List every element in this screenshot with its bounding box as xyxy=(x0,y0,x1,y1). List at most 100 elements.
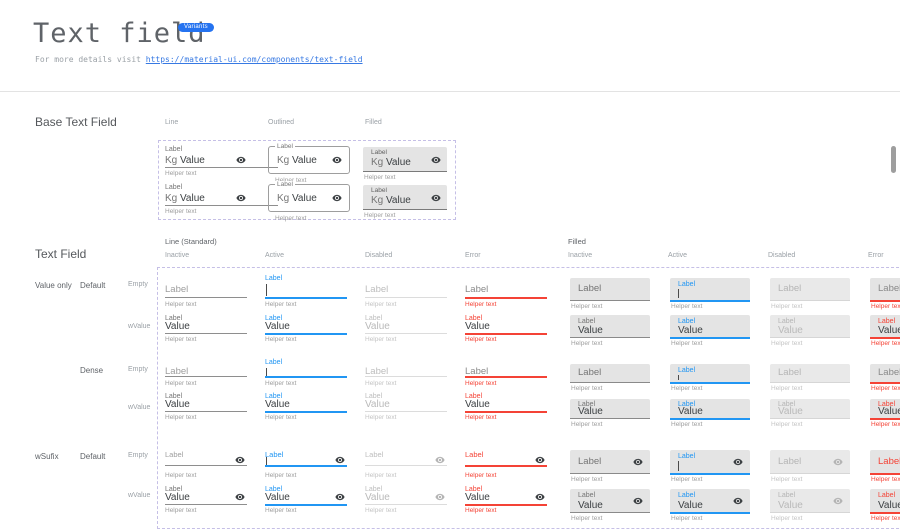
line-field-error-wsufix-empty[interactable]: Label Helper text xyxy=(465,443,547,483)
field-prefix: Kg xyxy=(277,155,290,166)
filled-field-active-wsufix-empty[interactable]: Label Helper text xyxy=(670,450,750,483)
visibility-icon[interactable] xyxy=(733,457,743,467)
filled-field-disabled-default-wvalue[interactable]: Label Value Helper text xyxy=(770,315,850,347)
field-label: Label xyxy=(678,492,696,499)
filled-field-error-dense-empty[interactable]: Label Helper text xyxy=(870,364,900,392)
line-field-error-dense-empty[interactable]: Label Helper text xyxy=(465,353,547,393)
field-label: Label xyxy=(365,315,383,322)
field-value: Value xyxy=(778,500,803,511)
line-field-active-default-empty[interactable]: Label Helper text xyxy=(265,270,347,310)
vertical-scrollbar-thumb[interactable] xyxy=(891,146,896,173)
field-helper-text: Helper text xyxy=(265,380,297,387)
filled-field-disabled-dense-empty[interactable]: Label Helper text xyxy=(770,364,850,392)
filled-field-active-dense-empty[interactable]: Label Helper text xyxy=(670,364,750,392)
text-cursor xyxy=(678,289,679,298)
field-underline xyxy=(265,376,347,378)
field-label: Label xyxy=(778,283,802,294)
line-field-inactive-dense-empty[interactable]: Label Helper text xyxy=(165,353,247,393)
line-field-inactive-default-wvalue[interactable]: Label Value Helper text xyxy=(165,310,247,350)
filled-field-inactive-wsufix-wvalue[interactable]: Label Value Helper text xyxy=(570,489,650,522)
line-field-disabled-dense-wvalue[interactable]: Label Value Helper text xyxy=(365,388,447,428)
line-field-disabled-wsufix-empty[interactable]: Label Helper text xyxy=(365,443,447,483)
filled-field-disabled-default-empty[interactable]: Label Helper text xyxy=(770,278,850,310)
line-field-error-wsufix-wvalue[interactable]: Label Value Helper text xyxy=(465,481,547,521)
field-helper-text: Helper text xyxy=(165,507,197,514)
line-field-error-dense-wvalue[interactable]: Label Value Helper text xyxy=(465,388,547,428)
visibility-icon[interactable] xyxy=(431,193,441,203)
docs-link[interactable]: https://material-ui.com/components/text-… xyxy=(145,55,363,64)
visibility-icon[interactable] xyxy=(335,455,345,465)
filled-field-inactive-wsufix-empty[interactable]: Label Helper text xyxy=(570,450,650,483)
filled-field-active-default-empty[interactable]: Label Helper text xyxy=(670,278,750,310)
filled-field-disabled-wsufix-wvalue[interactable]: Label Value Helper text xyxy=(770,489,850,522)
visibility-icon[interactable] xyxy=(535,455,545,465)
filled-field-disabled-wsufix-empty[interactable]: Label Helper text xyxy=(770,450,850,483)
column-header-filled-active: Active xyxy=(668,252,688,259)
line-field-active-dense-empty[interactable]: Label Helper text xyxy=(265,353,347,393)
line-field-disabled-wsufix-wvalue[interactable]: Label Value Helper text xyxy=(365,481,447,521)
visibility-icon[interactable] xyxy=(235,455,245,465)
filled-field-inactive-dense-empty[interactable]: Label Helper text xyxy=(570,364,650,392)
field-helper-text: Helper text xyxy=(465,336,497,343)
field-label: Label xyxy=(265,450,284,459)
line-field-disabled-dense-empty[interactable]: Label Helper text xyxy=(365,353,447,393)
line-field-active-wsufix-empty[interactable]: Label Helper text xyxy=(265,443,347,483)
filled-field-disabled-dense-wvalue[interactable]: Label Value Helper text xyxy=(770,399,850,428)
visibility-icon[interactable] xyxy=(733,496,743,506)
subtitle-text: For more details visit xyxy=(35,55,146,64)
line-field-active-default-wvalue[interactable]: Label Value Helper text xyxy=(265,310,347,350)
base-text-field-line[interactable]: Label Kg Value Helper text xyxy=(165,146,278,178)
text-cursor xyxy=(266,457,267,466)
visibility-icon[interactable] xyxy=(236,155,246,165)
visibility-icon[interactable] xyxy=(332,155,342,165)
row-variant-label: Default xyxy=(80,281,106,290)
line-field-inactive-wsufix-empty[interactable]: Label Helper text xyxy=(165,443,247,483)
base-text-field-line[interactable]: Label Kg Value Helper text xyxy=(165,184,278,216)
field-label: Label xyxy=(465,486,483,493)
filled-field-inactive-dense-wvalue[interactable]: Label Value Helper text xyxy=(570,399,650,428)
line-field-disabled-default-wvalue[interactable]: Label Value Helper text xyxy=(365,310,447,350)
visibility-icon[interactable] xyxy=(236,193,246,203)
filled-field-inactive-default-empty[interactable]: Label Helper text xyxy=(570,278,650,310)
line-field-error-default-wvalue[interactable]: Label Value Helper text xyxy=(465,310,547,350)
field-helper-text: Helper text xyxy=(771,476,803,483)
field-label: Label xyxy=(165,284,189,295)
filled-field-active-wsufix-wvalue[interactable]: Label Value Helper text xyxy=(670,489,750,522)
visibility-icon[interactable] xyxy=(833,496,843,506)
line-field-inactive-wsufix-wvalue[interactable]: Label Value Helper text xyxy=(165,481,247,521)
filled-field-inactive-default-wvalue[interactable]: Label Value Helper text xyxy=(570,315,650,347)
line-field-active-dense-wvalue[interactable]: Label Value Helper text xyxy=(265,388,347,428)
visibility-icon[interactable] xyxy=(833,457,843,467)
field-value: Value xyxy=(878,325,900,336)
visibility-icon[interactable] xyxy=(633,496,643,506)
field-helper-text: Helper text xyxy=(671,421,703,428)
filled-field-error-default-empty[interactable]: Label Helper text xyxy=(870,278,900,310)
line-field-error-default-empty[interactable]: Label Helper text xyxy=(465,270,547,310)
matrix-section-title: Text Field xyxy=(35,247,87,261)
line-field-inactive-default-empty[interactable]: Label Helper text xyxy=(165,270,247,310)
line-field-active-wsufix-wvalue[interactable]: Label Value Helper text xyxy=(265,481,347,521)
field-helper-text: Helper text xyxy=(465,507,497,514)
visibility-icon[interactable] xyxy=(435,455,445,465)
line-field-inactive-dense-wvalue[interactable]: Label Value Helper text xyxy=(165,388,247,428)
base-text-field-filled[interactable]: Label Kg Value Helper text xyxy=(363,185,447,219)
visibility-icon[interactable] xyxy=(431,155,441,165)
line-field-disabled-default-empty[interactable]: Label Helper text xyxy=(365,270,447,310)
field-helper-text: Helper text xyxy=(571,340,603,347)
field-underline xyxy=(165,333,247,334)
visibility-icon[interactable] xyxy=(633,457,643,467)
filled-field-active-dense-wvalue[interactable]: Label Value Helper text xyxy=(670,399,750,428)
filled-field-active-default-wvalue[interactable]: Label Value Helper text xyxy=(670,315,750,347)
base-text-field-filled[interactable]: Label Kg Value Helper text xyxy=(363,147,447,181)
field-value: Value xyxy=(578,325,603,336)
filled-field-error-wsufix-empty[interactable]: Label Helper text xyxy=(870,450,900,483)
visibility-icon[interactable] xyxy=(332,193,342,203)
field-label: Label xyxy=(878,283,900,294)
group-header-filled: Filled xyxy=(568,237,586,246)
base-column-header-filled: Filled xyxy=(365,119,382,126)
